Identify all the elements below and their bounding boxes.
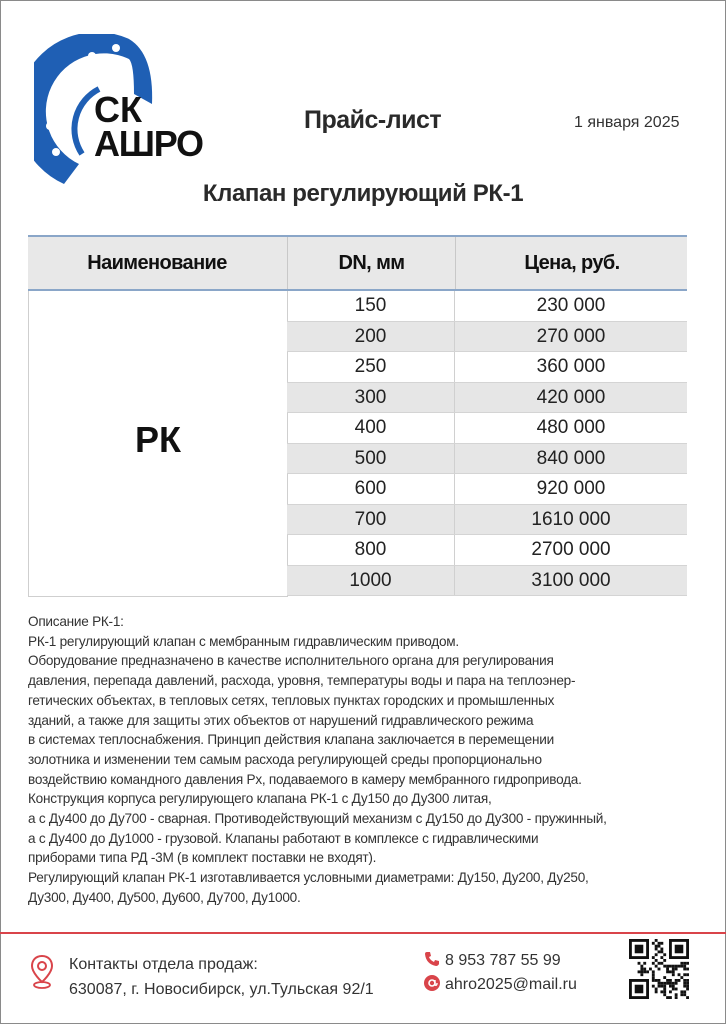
contacts-label: Контакты отдела продаж: <box>69 956 258 973</box>
description-line: зданий, а также для защиты этих объектов… <box>28 712 534 728</box>
column-header-dn: DN, мм <box>287 237 455 289</box>
dn-cell: 200 <box>287 321 455 351</box>
table-row: 150 230 000 <box>287 291 687 322</box>
description-line: Конструкция корпуса регулирующего клапан… <box>28 791 492 807</box>
email-icon <box>424 975 440 991</box>
table-row: 250 360 000 <box>287 352 687 383</box>
column-header-price: Цена, руб. <box>455 237 688 289</box>
footer-divider <box>0 932 726 934</box>
dn-cell: 150 <box>287 291 455 321</box>
table-row: 1000 3100 000 <box>287 565 687 596</box>
price-cell: 420 000 <box>536 386 606 408</box>
dn-cell: 1000 <box>287 565 455 595</box>
table-row: 400 480 000 <box>287 413 687 444</box>
price-cell: 2700 000 <box>531 539 611 560</box>
dn-cell: 800 <box>287 535 455 565</box>
logo-text-top: СК <box>94 89 143 130</box>
description-line: а с Ду400 до Ду1000 - грузовой. Клапаны … <box>28 830 539 846</box>
product-name: РК <box>135 419 181 460</box>
qr-code[interactable] <box>629 939 689 999</box>
page-title: Прайс-лист <box>304 106 442 134</box>
phone-number[interactable]: 8 953 787 55 99 <box>445 952 561 969</box>
product-name-cell: РК <box>28 291 288 597</box>
table-row: 600 920 000 <box>287 474 687 505</box>
table-header: Наименование DN, мм Цена, руб. <box>28 235 687 291</box>
table-body: 150 230 000 200 270 000 250 360 000 300 420 000… <box>287 291 687 596</box>
description-line: давления, перепада давлений, расхода, ур… <box>28 673 576 689</box>
price-cell: 360 000 <box>536 356 606 377</box>
price-cell: 840 000 <box>536 447 606 469</box>
dn-cell: 250 <box>287 352 455 382</box>
price-cell: 1610 000 <box>531 508 611 530</box>
dn-cell: 400 <box>287 413 455 443</box>
description: Описание РК-1: РК-1 регулирующий клапан с… <box>28 612 708 908</box>
table-row: 500 840 000 <box>287 443 687 474</box>
description-line: РК-1 регулирующий клапан с мембранным ги… <box>28 633 459 649</box>
description-line: а с Ду400 до Ду700 - сварная. Противодей… <box>28 811 607 827</box>
logo-text-bottom: АШРО <box>94 123 204 164</box>
description-line: воздействию командного давления Рх, пода… <box>28 771 582 787</box>
dn-cell: 500 <box>287 443 455 473</box>
price-date: 1 января 2025 <box>574 114 680 131</box>
description-line: Регулирующий клапан РК-1 изготавливается… <box>28 870 589 886</box>
table-row: 300 420 000 <box>287 382 687 413</box>
column-header-name: Наименование <box>87 252 227 274</box>
dn-cell: 700 <box>287 504 455 534</box>
price-cell: 920 000 <box>536 478 606 499</box>
price-cell: 3100 000 <box>531 569 611 591</box>
location-pin-icon <box>30 954 54 989</box>
description-line: золотника и изменении тем самым расхода … <box>28 751 542 767</box>
price-cell: 270 000 <box>536 325 606 347</box>
phone-contact[interactable]: 8 953 787 55 99 <box>424 951 561 970</box>
description-line: гетических объектах, в тепловых сетях, т… <box>28 692 555 708</box>
description-line: приборами типа РД -3М (в комплект постав… <box>28 850 377 866</box>
description-line: в системах теплоснабжения. Принцип дейст… <box>28 732 554 748</box>
table-row: 800 2700 000 <box>287 535 687 566</box>
email-contact[interactable]: ahro2025@mail.ru <box>424 975 577 994</box>
description-line: Ду300, Ду400, Ду500, Ду600, Ду700, Ду100… <box>28 889 301 905</box>
contacts-block: Контакты отдела продаж: 630087, г. Новос… <box>69 952 374 1002</box>
table-row: 200 270 000 <box>287 321 687 352</box>
address: 630087, г. Новосибирск, ул.Тульская 92/1 <box>69 981 374 998</box>
description-line: Описание РК-1: <box>28 614 124 629</box>
price-cell: 480 000 <box>536 417 606 438</box>
table-row: 700 1610 000 <box>287 504 687 535</box>
company-logo: СК АШРО <box>34 34 204 184</box>
phone-icon <box>425 952 439 966</box>
description-line: Оборудование предназначено в качестве ис… <box>28 653 554 669</box>
dn-cell: 600 <box>287 474 455 504</box>
email-address[interactable]: ahro2025@mail.ru <box>445 976 577 993</box>
product-title: Клапан регулирующий РК-1 <box>202 180 524 207</box>
price-cell: 230 000 <box>536 295 606 316</box>
dn-cell: 300 <box>287 382 455 412</box>
